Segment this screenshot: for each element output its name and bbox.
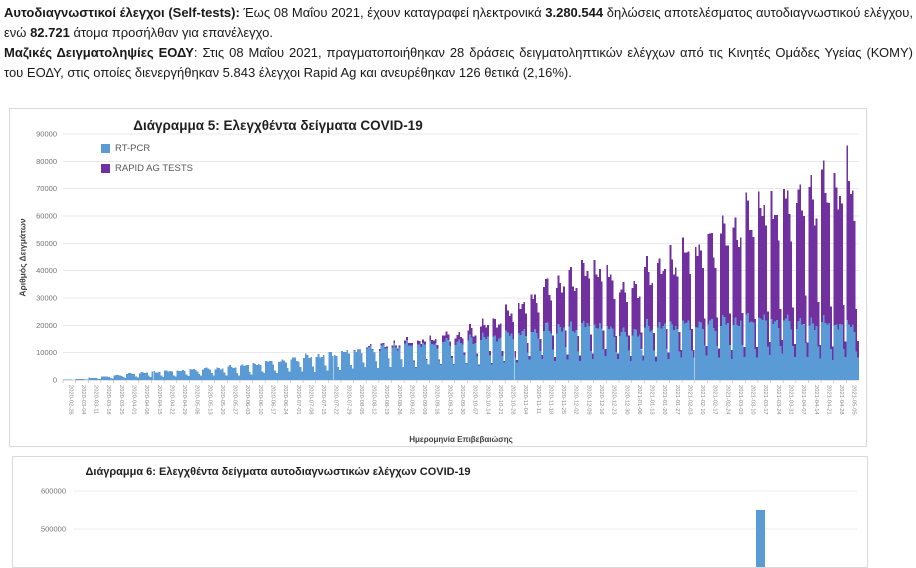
svg-text:2020-09-30: 2020-09-30: [459, 385, 465, 415]
svg-text:500000: 500000: [41, 525, 66, 534]
chart6-panel: 600000 500000 Διάγραμμα 6: Ελεγχθέντα δεί…: [12, 456, 868, 568]
svg-text:2020-05-06: 2020-05-06: [194, 385, 200, 415]
svg-text:2020-12-16: 2020-12-16: [598, 385, 604, 415]
svg-text:2020-07-29: 2020-07-29: [345, 385, 351, 415]
svg-text:2021-03-10: 2021-03-10: [750, 385, 756, 415]
svg-text:40000: 40000: [36, 266, 57, 275]
svg-text:2021-04-28: 2021-04-28: [838, 385, 844, 415]
svg-text:2020-12-02: 2020-12-02: [573, 385, 579, 415]
svg-text:2021-03-03: 2021-03-03: [737, 385, 743, 415]
svg-text:2021-01-20: 2021-01-20: [661, 385, 667, 415]
svg-text:600000: 600000: [41, 487, 66, 496]
svg-text:2020-04-08: 2020-04-08: [143, 385, 149, 415]
chart5-title: Διάγραμμα 5: Ελεγχθέντα δείγματα COVID-1…: [10, 118, 546, 133]
svg-text:2021-01-06: 2021-01-06: [636, 385, 642, 415]
svg-text:2020-09-09: 2020-09-09: [421, 385, 427, 415]
svg-text:2020-09-02: 2020-09-02: [408, 385, 414, 415]
svg-text:2020-10-28: 2020-10-28: [510, 385, 516, 415]
svg-text:2021-03-17: 2021-03-17: [762, 385, 768, 415]
svg-text:30000: 30000: [36, 294, 57, 303]
svg-text:2021-03-31: 2021-03-31: [788, 385, 794, 415]
chart5-canvas: 0 10000 20000 30000 40000 50000 60000 70000 8000…: [10, 109, 866, 446]
svg-text:70000: 70000: [36, 184, 57, 193]
svg-text:2020-10-07: 2020-10-07: [472, 385, 478, 415]
svg-text:2020-11-11: 2020-11-11: [535, 385, 541, 414]
svg-text:2020-12-09: 2020-12-09: [585, 385, 591, 415]
svg-text:2020-12-30: 2020-12-30: [623, 385, 629, 415]
rapid-legend-swatch-icon: [101, 164, 110, 173]
svg-text:2020-05-27: 2020-05-27: [232, 385, 238, 415]
svg-text:2020-07-22: 2020-07-22: [333, 385, 339, 415]
svg-text:2020-09-16: 2020-09-16: [434, 385, 440, 415]
paragraph-self-tests: Αυτοδιαγνωστικοί έλεγχοι (Self-tests): Έ…: [4, 3, 913, 43]
svg-text:10000: 10000: [36, 348, 57, 357]
svg-text:2020-06-10: 2020-06-10: [257, 385, 263, 415]
svg-text:2020-03-04: 2020-03-04: [80, 385, 86, 415]
svg-text:2020-04-15: 2020-04-15: [156, 385, 162, 415]
svg-text:2020-03-18: 2020-03-18: [105, 385, 111, 415]
chart5-legend-rtpcr: RT-PCR: [101, 143, 150, 154]
svg-text:2020-10-21: 2020-10-21: [497, 385, 503, 415]
report-text: Αυτοδιαγνωστικοί έλεγχοι (Self-tests): Έ…: [4, 3, 913, 83]
svg-text:2020-03-25: 2020-03-25: [118, 385, 124, 415]
svg-text:2020-06-24: 2020-06-24: [282, 385, 288, 415]
svg-text:2020-04-29: 2020-04-29: [181, 385, 187, 415]
svg-text:60000: 60000: [36, 212, 57, 221]
svg-text:2020-04-01: 2020-04-01: [130, 385, 136, 415]
svg-text:2020-08-19: 2020-08-19: [383, 385, 389, 415]
svg-text:2020-10-14: 2020-10-14: [484, 385, 490, 415]
chart5-y-axis-title: Αριθμός Δειγμάτων: [18, 178, 31, 338]
svg-text:2021-04-07: 2021-04-07: [800, 385, 806, 415]
svg-text:2020-06-17: 2020-06-17: [269, 385, 275, 415]
chart6-title: Διάγραμμα 6: Ελεγχθέντα δείγματα αυτοδια…: [13, 466, 543, 478]
svg-text:2020-11-04: 2020-11-04: [522, 385, 528, 415]
rtpcr-legend-swatch-icon: [101, 144, 110, 153]
svg-text:2020-04-22: 2020-04-22: [168, 385, 174, 415]
svg-text:2020-08-05: 2020-08-05: [358, 385, 364, 415]
svg-text:2020-09-23: 2020-09-23: [446, 385, 452, 415]
svg-text:2021-04-14: 2021-04-14: [813, 385, 819, 415]
svg-text:2020-11-18: 2020-11-18: [547, 385, 553, 414]
svg-text:2021-05-05: 2021-05-05: [851, 385, 857, 415]
chart5-x-axis-title: Ημερομηνία Επιβεβαιώσης: [63, 435, 859, 444]
svg-text:2021-02-10: 2021-02-10: [699, 385, 705, 415]
svg-text:80000: 80000: [36, 157, 57, 166]
chart5-legend-rapid: RAPID AG TESTS: [101, 163, 193, 174]
svg-text:50000: 50000: [36, 239, 57, 248]
svg-text:20000: 20000: [36, 321, 57, 330]
svg-text:2020-07-08: 2020-07-08: [307, 385, 313, 415]
svg-text:2020-05-13: 2020-05-13: [206, 385, 212, 415]
rapid-legend-label: RAPID AG TESTS: [115, 163, 193, 174]
svg-text:2020-12-23: 2020-12-23: [611, 385, 617, 415]
svg-text:2020-06-03: 2020-06-03: [244, 385, 250, 415]
svg-text:2020-03-11: 2020-03-11: [93, 385, 99, 414]
svg-text:2021-03-24: 2021-03-24: [775, 385, 781, 415]
svg-text:2020-08-12: 2020-08-12: [371, 385, 377, 415]
svg-text:2021-02-17: 2021-02-17: [712, 385, 718, 415]
svg-text:2020-11-25: 2020-11-25: [560, 385, 566, 414]
svg-text:0: 0: [53, 376, 57, 385]
svg-text:2021-01-13: 2021-01-13: [649, 385, 655, 415]
svg-text:2021-01-27: 2021-01-27: [674, 385, 680, 415]
svg-text:2020-07-15: 2020-07-15: [320, 385, 326, 415]
svg-text:2020-05-20: 2020-05-20: [219, 385, 225, 415]
chart5-panel: 0 10000 20000 30000 40000 50000 60000 70000 8000…: [9, 108, 867, 447]
svg-text:2021-04-21: 2021-04-21: [825, 385, 831, 415]
svg-text:2021-02-24: 2021-02-24: [724, 385, 730, 415]
rtpcr-legend-label: RT-PCR: [115, 143, 150, 154]
svg-text:2020-02-26: 2020-02-26: [67, 385, 73, 415]
paragraph-mass-sampling: Μαζικές Δειγματοληψίες ΕΟΔΥ: Στις 08 Μαΐ…: [4, 43, 913, 83]
svg-text:2021-02-03: 2021-02-03: [686, 385, 692, 415]
svg-text:2020-08-26: 2020-08-26: [396, 385, 402, 415]
svg-text:2020-07-01: 2020-07-01: [295, 385, 301, 415]
